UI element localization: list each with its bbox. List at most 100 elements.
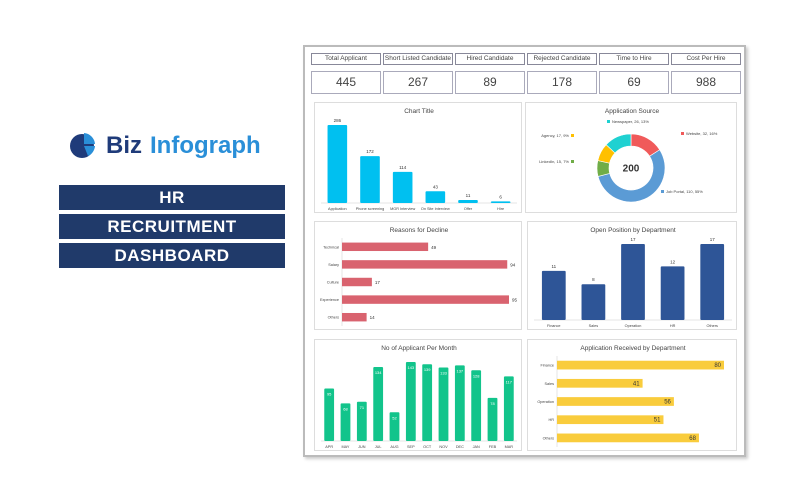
tick-label: SEP <box>407 445 415 449</box>
received-chart-panel: Application Received by Department 80 Fina… <box>527 339 737 451</box>
bar <box>373 366 384 441</box>
kpi-label: Hired Candidate <box>455 53 525 65</box>
data-label: 8 <box>592 277 595 282</box>
open-chart-panel: Open Position by Department 11 Finance 8 Sal… <box>527 221 737 330</box>
tick-label: DEC <box>456 445 464 449</box>
bar <box>490 201 511 203</box>
data-label: 17 <box>710 237 716 242</box>
tick-label: MAR <box>505 445 514 449</box>
bar <box>392 171 413 203</box>
chart-title: Reasons for Decline <box>390 227 449 234</box>
bar <box>621 244 645 320</box>
funnel-chart: Chart Title 286 Application 172 Phone screen… <box>321 108 517 211</box>
data-label: 68 <box>689 436 696 442</box>
pie-slice <box>605 133 632 154</box>
bar <box>360 156 380 203</box>
source-chart-panel: Application Source Website, 32, 16% Job Po… <box>525 102 737 213</box>
data-label: 43 <box>433 184 439 189</box>
data-label: 11 <box>466 193 471 198</box>
bar <box>458 200 478 203</box>
data-label: 71 <box>360 405 365 410</box>
data-label: 17 <box>375 280 381 285</box>
kpi-label: Time to Hire <box>599 53 669 65</box>
tick-label: NOV <box>439 445 448 449</box>
kpi-label: Rejected Candidate <box>527 53 597 65</box>
bar <box>342 242 429 252</box>
tick-label: Sales <box>589 324 599 328</box>
tick-label: OCT <box>423 445 432 449</box>
chart-title: Open Position by Department <box>590 227 675 234</box>
decline-chart: Reasons for Decline 49 Technical 94 Salary 17… <box>320 227 518 326</box>
tick-label: Others <box>706 324 717 328</box>
kpi-value: 988 <box>671 71 741 94</box>
data-label: 143 <box>407 365 414 370</box>
tick-label: HR <box>670 324 676 328</box>
funnel-chart-panel: Chart Title 286 Application 172 Phone screen… <box>314 102 522 213</box>
tick-label: Phone screening <box>356 207 385 211</box>
data-label: 11 <box>551 264 556 269</box>
chart-title: Chart Title <box>404 108 434 115</box>
bar <box>342 260 508 269</box>
legend-swatch <box>607 120 610 123</box>
decline-chart-panel: Reasons for Decline 49 Technical 94 Salary 17… <box>314 221 522 330</box>
chart-title: Application Source <box>605 108 660 115</box>
data-label: 95 <box>327 392 332 397</box>
bar <box>487 397 498 441</box>
bar <box>660 266 685 320</box>
data-label: 133 <box>440 371 447 376</box>
chart-title: No of Applicant Per Month <box>381 345 457 352</box>
data-label: 6 <box>499 194 502 199</box>
bar <box>342 277 372 287</box>
bar <box>503 376 514 441</box>
tick-label: APR <box>325 445 333 449</box>
open-chart: Open Position by Department 11 Finance 8 Sal… <box>534 227 732 328</box>
bar <box>700 244 725 320</box>
chart-title: Application Received by Department <box>580 345 685 352</box>
title-line-recruitment: RECRUITMENT <box>59 214 285 239</box>
kpi-value: 178 <box>527 71 597 94</box>
data-label: 51 <box>654 418 661 424</box>
tick-label: Finance <box>540 364 554 368</box>
tick-label: Application <box>328 207 347 211</box>
kpi-value: 445 <box>311 71 381 94</box>
kpi-label: Total Applicant <box>311 53 381 65</box>
bar <box>340 403 351 441</box>
data-label: 14 <box>370 315 376 320</box>
bar <box>405 362 416 441</box>
bar <box>557 397 674 406</box>
kpi-label: Short Listed Candidate <box>383 53 453 65</box>
bar <box>389 412 400 441</box>
kpi-value: 267 <box>383 71 453 94</box>
data-label: 94 <box>510 262 516 267</box>
tick-label: HR <box>549 418 555 422</box>
tick-label: Offer <box>464 207 473 211</box>
tick-label: Others <box>543 436 554 440</box>
tick-label: Salary <box>328 263 339 267</box>
tick-label: Experience <box>320 298 339 302</box>
tick-label: MAY <box>342 445 350 449</box>
data-label: 78 <box>490 401 495 406</box>
legend-swatch <box>571 134 574 137</box>
data-label: 286 <box>334 118 342 123</box>
data-label: 95 <box>512 298 518 303</box>
slice-label: Website, 32, 16% <box>686 131 718 136</box>
data-label: 114 <box>399 165 407 170</box>
bar <box>342 295 509 304</box>
slice-label: LinkedIn, 15, 7% <box>539 159 569 164</box>
data-label: 139 <box>424 367 431 372</box>
bar <box>581 284 606 320</box>
tick-label: Others <box>328 316 339 320</box>
bar <box>541 270 566 320</box>
title-line-hr: HR <box>59 185 285 210</box>
received-chart: Application Received by Department 80 Fina… <box>537 345 724 447</box>
source-chart: Application Source Website, 32, 16% Job Po… <box>539 108 718 203</box>
brand-name-part2: Infograph <box>150 132 261 159</box>
tick-label: JAN <box>473 445 480 449</box>
bar <box>425 191 446 203</box>
pie-chart-icon <box>70 133 95 158</box>
data-label: 17 <box>630 237 636 242</box>
bar <box>557 433 699 443</box>
bar <box>471 370 482 441</box>
tick-label: Finance <box>547 324 561 328</box>
bar <box>557 378 643 388</box>
